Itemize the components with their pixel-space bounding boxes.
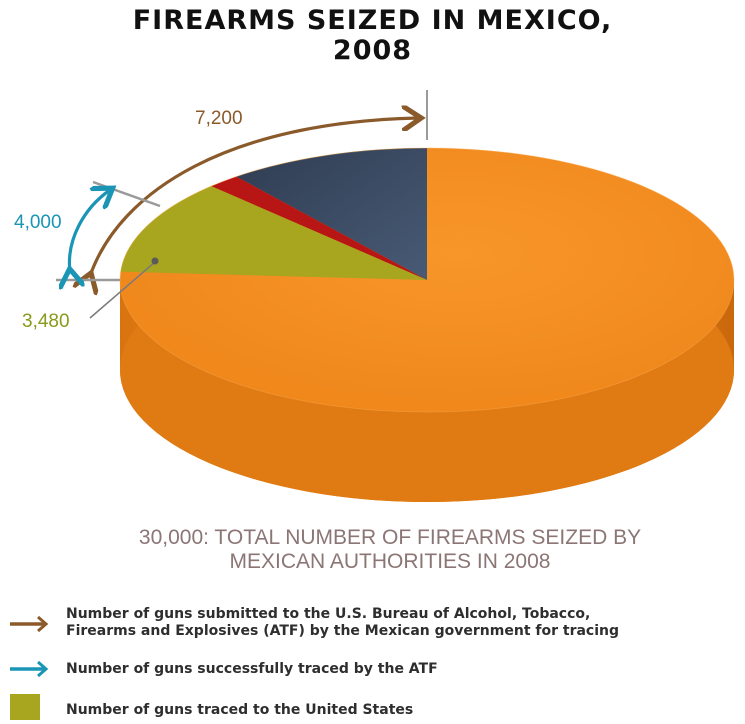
olive-square-icon — [10, 694, 40, 720]
annotation-traced-us: 3,480 — [22, 257, 159, 332]
teal-arc-arrow — [69, 190, 110, 272]
callout-line — [89, 261, 156, 319]
label-traced-us-value: 3,480 — [22, 311, 70, 332]
callout-dot — [151, 257, 159, 265]
legend-traced-atf-label: Number of guns successfully traced by th… — [66, 661, 438, 677]
total-caption-line2: MEXICAN AUTHORITIES IN 2008 — [229, 550, 551, 573]
label-submitted-value: 7,200 — [195, 108, 243, 129]
pie-body — [119, 147, 735, 502]
total-caption: 30,000: TOTAL NUMBER OF FIREARMS SEIZED … — [0, 526, 745, 574]
total-caption-line1: 30,000: TOTAL NUMBER OF FIREARMS SEIZED … — [138, 526, 642, 549]
pie-slices — [120, 148, 427, 280]
teal-arrow-icon — [10, 660, 49, 678]
legend-submitted-line2: Firearms and Explosives (ATF) by the Mex… — [66, 623, 619, 639]
chart-title-line2: 2008 — [332, 35, 413, 66]
legend-submitted-line1: Number of guns submitted to the U.S. Bur… — [66, 606, 591, 622]
brown-arrow-icon — [10, 615, 49, 633]
annotation-traced-atf: 4,000 — [14, 180, 161, 280]
chart-title: FIREARMS SEIZED IN MEXICO, 2008 — [0, 6, 745, 66]
chart-title-line1: FIREARMS SEIZED IN MEXICO, — [132, 5, 613, 36]
pie-chart: 7,200 4,000 3,480 — [14, 90, 735, 502]
label-traced-atf-value: 4,000 — [14, 212, 62, 233]
legend-traced-us-label: Number of guns traced to the United Stat… — [66, 702, 414, 718]
